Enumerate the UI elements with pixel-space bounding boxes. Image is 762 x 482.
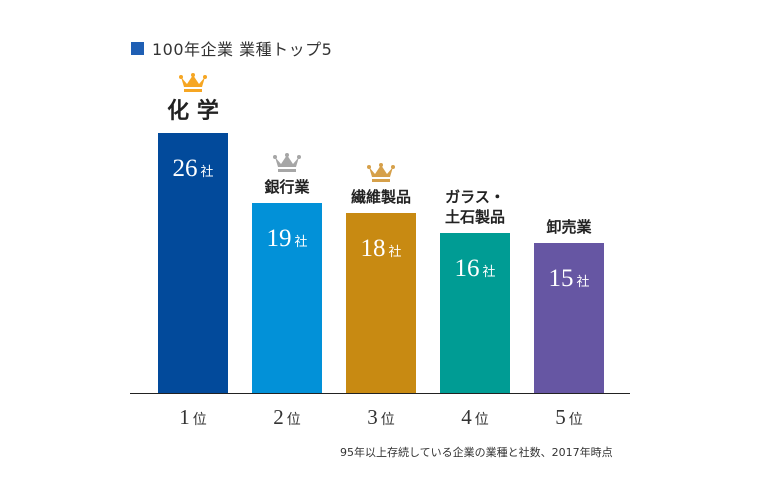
crown-icon	[272, 152, 302, 177]
bar-value-label: 19 社	[252, 225, 322, 253]
rank-unit: 位	[380, 413, 395, 428]
bar-value-unit: 社	[294, 234, 308, 249]
rank-unit: 位	[286, 413, 301, 428]
bar-2: 19 社	[252, 203, 322, 393]
bar-value-unit: 社	[388, 244, 402, 259]
bar-value-label: 16 社	[440, 255, 510, 283]
chart-title: 100年企業 業種トップ5	[131, 36, 332, 60]
category-label: 化 学	[167, 99, 219, 125]
rank-unit: 位	[568, 413, 583, 428]
rank-number: 1	[179, 405, 190, 429]
bar-5: 15 社	[534, 243, 604, 393]
footnote: 95年以上存続している企業の業種と社数、2017年時点	[340, 446, 613, 459]
rank-number: 5	[555, 405, 566, 429]
x-axis-baseline	[130, 393, 630, 394]
title-marker-icon	[131, 41, 144, 55]
bar-value-unit: 社	[200, 164, 214, 179]
crown-icon	[366, 162, 396, 187]
bar-value-number: 15	[548, 265, 574, 292]
bar-4: 16 社	[440, 233, 510, 393]
bar-value-number: 18	[360, 235, 386, 262]
bar-value-unit: 社	[482, 264, 496, 279]
rank-number: 2	[273, 405, 284, 429]
category-label: 銀行業	[264, 177, 310, 196]
rank-number: 3	[367, 405, 378, 429]
bar-value-unit: 社	[576, 274, 590, 289]
bar-value-label: 26 社	[158, 155, 228, 183]
chart-title-text: 100年企業 業種トップ5	[152, 40, 333, 59]
bar-1: 26 社	[158, 133, 228, 393]
rank-unit: 位	[474, 413, 489, 428]
bar-value-label: 15 社	[534, 265, 604, 293]
bar-3: 18 社	[346, 213, 416, 393]
bar-value-label: 18 社	[346, 235, 416, 263]
rank-number: 4	[461, 405, 472, 429]
category-label: ガラス・ 土石製品	[444, 187, 505, 226]
category-label: 卸売業	[546, 217, 592, 236]
category-label: 繊維製品	[350, 187, 411, 206]
bar-value-number: 16	[454, 255, 480, 282]
crown-icon	[178, 73, 208, 97]
bar-value-number: 19	[266, 225, 292, 252]
rank-unit: 位	[192, 413, 207, 428]
bar-value-number: 26	[172, 155, 198, 182]
